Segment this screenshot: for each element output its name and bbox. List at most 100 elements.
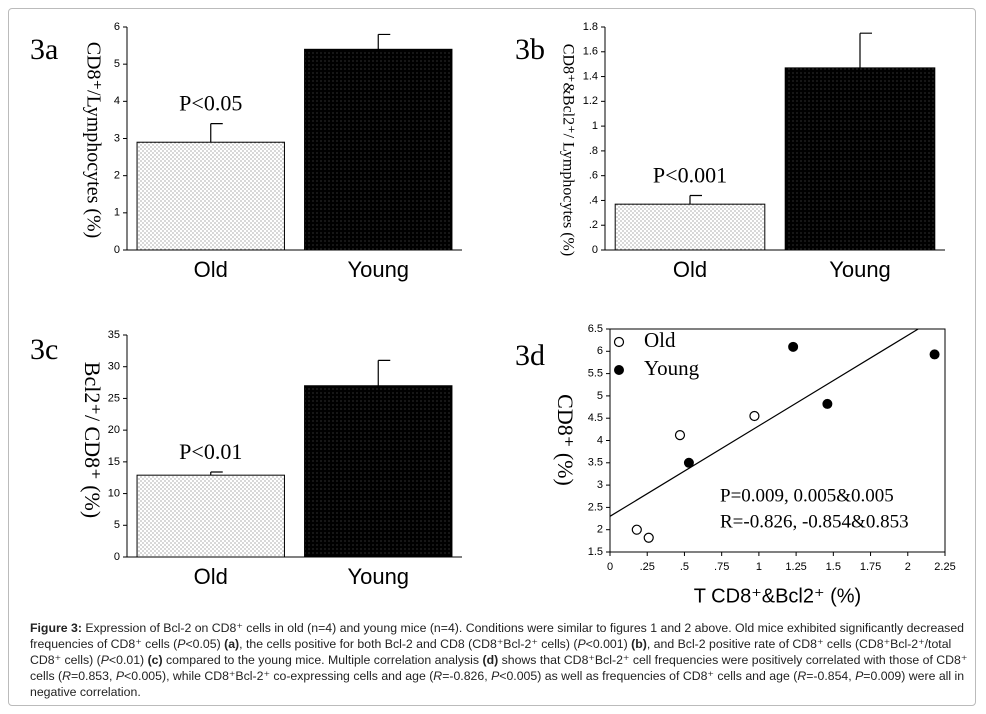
x-tick-label: .25 (640, 561, 655, 573)
y-axis-label: Bcl2⁺/ CD8⁺ (%) (80, 362, 105, 518)
point (674, 430, 686, 441)
y-tick-label: 0 (114, 551, 120, 563)
y-tick-label: 3 (114, 132, 120, 144)
error-bar (210, 123, 223, 143)
x-tick-label: 0 (607, 561, 613, 573)
y-axis-label: CD8⁺&Bcl2⁺/ Lymphocytes (%) (559, 44, 576, 256)
x-tick-label: 2.25 (934, 561, 955, 573)
x-tick-label: Young (347, 257, 409, 282)
legend-marker (614, 365, 624, 375)
y-tick-label: 1.2 (583, 95, 598, 107)
caption-text: compared to the young mice. Multiple cor… (162, 653, 483, 667)
point (788, 341, 799, 352)
annotation: P<0.05 (179, 91, 242, 116)
caption-text: (b) (631, 637, 647, 651)
caption-text: Expression of Bcl-2 on CD8⁺ cells in old… (30, 621, 964, 651)
legend-label: Young (644, 356, 700, 380)
caption-text: <0.005), while CD8⁺Bcl-2⁺ co-expressing … (124, 669, 434, 683)
y-tick-label: 1.5 (588, 546, 603, 558)
y-tick-label: 1 (114, 207, 120, 219)
y-tick-label: 5 (597, 390, 603, 402)
point (631, 524, 642, 535)
y-axis-label: CD8⁺/Lymphocytes (%) (82, 42, 104, 239)
legend-label: Old (644, 328, 676, 352)
y-tick-label: 0 (114, 244, 120, 256)
caption-text: P (177, 637, 186, 651)
error-bar (859, 32, 872, 68)
y-tick-label: 2 (597, 524, 603, 536)
error-bar (210, 471, 223, 476)
panel-label: 3b (515, 33, 545, 66)
x-tick-label: Young (829, 257, 891, 282)
caption-text: R (797, 669, 807, 683)
x-tick-label: 2 (905, 561, 911, 573)
caption-text: <0.005) as well as frequencies of CD8⁺ c… (499, 669, 798, 683)
y-tick-label: 0 (592, 244, 598, 256)
caption-text: , and Bcl-2 positive rate of CD8⁺ cells … (30, 637, 952, 667)
legend-marker (613, 336, 625, 348)
caption-text: (a) (224, 637, 240, 651)
y-tick-label: 30 (108, 361, 120, 373)
fit-line (609, 328, 919, 517)
error-bar (377, 33, 391, 50)
caption-text: P (491, 669, 500, 683)
figure: 0 1 2 3 4 5 6 3a CD8⁺/Lymphocytes (%) Old P<0.05 Yo… (30, 21, 956, 607)
y-tick-label: 6 (597, 345, 603, 357)
panel-label: 3c (30, 333, 58, 366)
point (683, 457, 694, 468)
x-tick-label: .5 (680, 561, 689, 573)
y-tick-label: 2 (114, 170, 120, 182)
x-tick-label: 1.25 (785, 561, 806, 573)
annotation: P<0.001 (653, 163, 727, 188)
x-tick-label: 1 (756, 561, 762, 573)
caption-text: =0.009) were all in negative correlation… (30, 669, 965, 699)
caption-text: P (100, 653, 109, 667)
y-tick-label: 5 (114, 58, 120, 70)
error-bar (377, 359, 391, 386)
caption-text: (d) (482, 653, 499, 667)
caption-text: R (433, 669, 443, 683)
point (822, 398, 833, 409)
axes (604, 27, 945, 251)
x-tick-label: 1.75 (860, 561, 881, 573)
bar (136, 474, 285, 558)
error-bar (689, 194, 702, 205)
x-tick-label: Old (673, 257, 707, 282)
caption-text: =0.853, (71, 669, 116, 683)
point (929, 349, 940, 360)
axes (126, 335, 462, 558)
caption-text: P (115, 669, 125, 683)
y-tick-label: 35 (108, 329, 120, 341)
caption-text: shows that CD8⁺Bcl-2⁺ cell frequencies w… (30, 653, 968, 683)
y-tick-label: 4 (114, 95, 120, 107)
x-tick-label: 1.5 (826, 561, 841, 573)
caption-text: Figure 3: (30, 621, 82, 635)
y-tick-label: .4 (589, 194, 598, 206)
y-tick-label: 1.4 (583, 70, 598, 82)
y-tick-label: 6 (114, 21, 120, 33)
caption-text: =-0.826, (442, 669, 492, 683)
y-tick-label: 10 (108, 487, 120, 499)
y-tick-label: 1.8 (583, 21, 598, 33)
y-tick-label: 4.5 (588, 412, 603, 424)
bar (614, 203, 766, 251)
y-tick-label: 3 (597, 479, 603, 491)
x-tick-label: Old (194, 257, 228, 282)
bar (304, 48, 453, 251)
x-axis-label: T CD8⁺&Bcl2⁺ (%) (694, 585, 861, 607)
caption-text: P (577, 637, 586, 651)
x-tick-label: Old (194, 564, 228, 589)
y-tick-label: 1 (592, 120, 598, 132)
annotation: P=0.009, 0.005&0.005 (720, 485, 894, 506)
y-tick-label: 2.5 (588, 501, 603, 513)
annotation: P<0.01 (179, 439, 242, 464)
caption-text: <0.05) (185, 637, 225, 651)
y-tick-label: 5.5 (588, 368, 603, 380)
y-tick-label: .6 (589, 170, 598, 182)
caption-text: R (62, 669, 72, 683)
y-tick-label: .8 (589, 145, 598, 157)
x-tick-label: .75 (714, 561, 729, 573)
caption: Figure 3: Expression of Bcl-2 on CD8⁺ ce… (30, 620, 970, 700)
caption-text: , the cells positive for both Bcl-2 and … (239, 637, 578, 651)
bar (136, 141, 285, 251)
